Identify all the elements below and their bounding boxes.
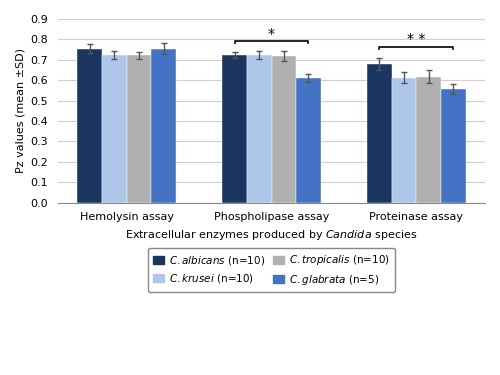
Bar bbox=[126, 56, 152, 202]
Text: *: * bbox=[268, 27, 275, 41]
Bar bbox=[102, 55, 126, 202]
Bar bbox=[247, 55, 272, 202]
X-axis label: Extracellular enzymes produced by $\it{Candida}$ species: Extracellular enzymes produced by $\it{C… bbox=[126, 228, 418, 242]
Bar bbox=[392, 78, 416, 203]
Bar bbox=[367, 64, 392, 202]
Bar bbox=[78, 49, 102, 202]
Bar bbox=[296, 78, 321, 203]
Bar bbox=[416, 76, 441, 203]
Text: * *: * * bbox=[407, 32, 426, 46]
Bar bbox=[272, 56, 296, 202]
Bar bbox=[222, 56, 247, 202]
Bar bbox=[441, 89, 466, 202]
Legend: $\it{C. albicans}$ (n=10), $\it{C. krusei}$ (n=10), $\it{C. tropicalis}$ (n=10),: $\it{C. albicans}$ (n=10), $\it{C. kruse… bbox=[148, 248, 395, 292]
Y-axis label: Pz values (mean ±SD): Pz values (mean ±SD) bbox=[15, 48, 25, 173]
Bar bbox=[152, 49, 176, 202]
